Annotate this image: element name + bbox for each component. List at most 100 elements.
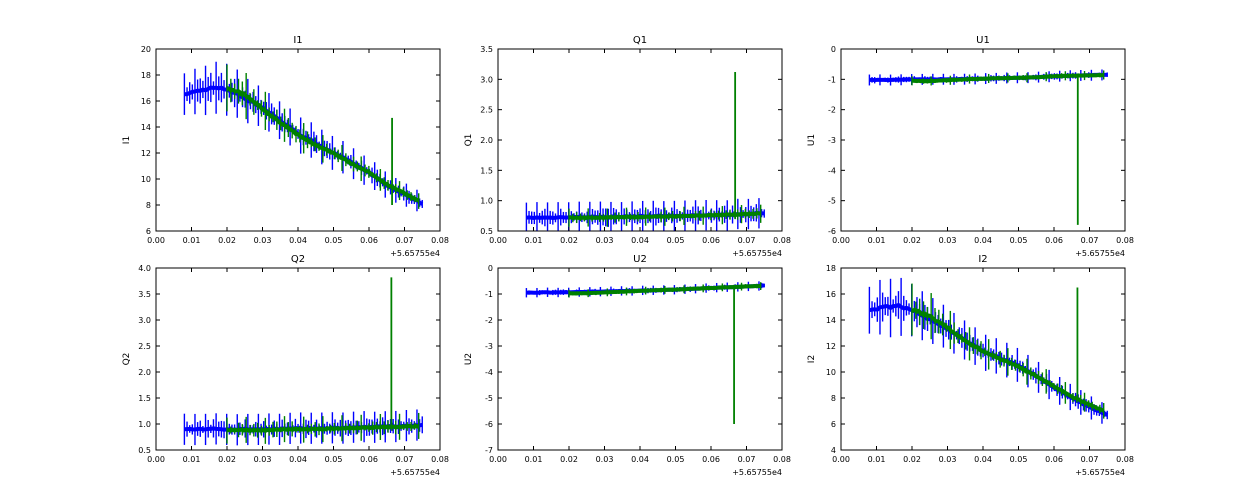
y-tick-label: 1.0 (138, 420, 151, 429)
y-tick-label: 2.0 (480, 136, 493, 145)
axes-frame (497, 267, 783, 451)
x-tick-label: 0.01 (525, 236, 543, 245)
x-tick-label: 0.04 (631, 455, 649, 464)
subplot-U2: 0.00 0.01 0.02 0.03 0.04 0.05 0.06 0.07 0.08 -7 -6… (464, 254, 791, 477)
y-tick-label: 12 (141, 149, 151, 158)
y-tick-label: 0 (488, 264, 493, 273)
x-tick-label: 0.05 (667, 236, 685, 245)
series-line (910, 307, 1105, 413)
plot-area (525, 72, 765, 231)
y-tick-label: -3 (828, 136, 836, 145)
series-line (568, 283, 762, 296)
y-axis-label: U1 (807, 134, 817, 146)
y-tick-label: 3.0 (480, 75, 493, 84)
plot-area (868, 277, 1109, 424)
series-line (568, 211, 762, 221)
x-tick-label: 0.01 (183, 455, 201, 464)
axes-frame (155, 267, 441, 451)
y-tick-label: 2.0 (138, 368, 151, 377)
y-tick-label: 14 (826, 316, 836, 325)
x-offset-label: +5.65755e4 (390, 249, 440, 258)
y-tick-label: 14 (141, 123, 151, 132)
axes-frame (155, 48, 441, 232)
y-tick-label: 4.0 (138, 264, 151, 273)
y-tick-label: -3 (485, 342, 493, 351)
x-tick-label: 0.04 (631, 236, 649, 245)
y-tick-label: 3.5 (138, 290, 151, 299)
x-tick-label: 0.00 (489, 455, 507, 464)
series-2 (568, 282, 762, 424)
x-offset-label: +5.65755e4 (1075, 249, 1125, 258)
x-tick-label: 0.05 (1010, 236, 1028, 245)
x-tick-label: 0.02 (560, 236, 578, 245)
y-tick-label: -5 (828, 197, 836, 206)
x-tick-label: 0.02 (560, 455, 578, 464)
y-tick-label: 3.5 (480, 45, 493, 54)
x-tick-label: 0.00 (147, 236, 165, 245)
subplot-I2: 0.00 0.01 0.02 0.03 0.04 0.05 0.06 0.07 0.08 4 6 8 1… (807, 254, 1134, 477)
series-line (226, 423, 420, 433)
plot-area (183, 61, 424, 212)
subplot-Q2: 0.00 0.01 0.02 0.03 0.04 0.05 0.06 0.07 0.08 0.5 1… (122, 254, 449, 477)
x-tick-label: 0.06 (1045, 455, 1063, 464)
x-tick-label: 0.05 (325, 236, 343, 245)
x-tick-label: 0.08 (431, 236, 449, 245)
subplot-title: Q2 (291, 254, 305, 265)
series-line (911, 73, 1105, 84)
x-tick-label: 0.01 (868, 455, 886, 464)
y-tick-label: 6 (146, 227, 151, 236)
subplot-I1: 0.00 0.01 0.02 0.03 0.04 0.05 0.06 0.07 0.08 6 8 10… (122, 35, 449, 258)
subplot-title: U1 (976, 35, 990, 46)
y-tick-label: 4 (831, 446, 836, 455)
x-tick-label: 0.02 (218, 455, 236, 464)
y-tick-label: 8 (831, 394, 836, 403)
x-tick-label: 0.06 (702, 455, 720, 464)
series-2 (226, 277, 420, 444)
x-tick-label: 0.02 (903, 455, 921, 464)
subplot-Q1: 0.00 0.01 0.02 0.03 0.04 0.05 0.06 0.07 0.08 0.5 1… (464, 35, 791, 258)
x-tick-label: 0.05 (667, 455, 685, 464)
y-axis-label: I2 (807, 355, 817, 363)
y-tick-label: 10 (826, 368, 836, 377)
y-tick-label: 12 (826, 342, 836, 351)
plot-area (868, 69, 1108, 225)
x-tick-label: 0.08 (1116, 455, 1134, 464)
x-tick-label: 0.03 (254, 236, 272, 245)
x-tick-label: 0.05 (325, 455, 343, 464)
y-tick-label: 18 (141, 71, 151, 80)
y-tick-label: -6 (485, 420, 493, 429)
y-axis-label: U2 (464, 353, 474, 365)
x-tick-label: 0.03 (596, 455, 614, 464)
x-tick-label: 0.01 (525, 455, 543, 464)
x-tick-label: 0.07 (396, 236, 414, 245)
x-tick-label: 0.06 (702, 236, 720, 245)
y-tick-label: -7 (485, 446, 493, 455)
x-tick-label: 0.03 (939, 455, 957, 464)
x-tick-label: 0.08 (773, 236, 791, 245)
x-tick-label: 0.01 (183, 236, 201, 245)
x-tick-label: 0.04 (289, 236, 307, 245)
y-axis-label: I1 (122, 136, 132, 144)
x-offset-label: +5.65755e4 (732, 468, 782, 477)
series-2 (226, 64, 420, 209)
x-tick-label: 0.03 (939, 236, 957, 245)
y-tick-label: 0.5 (480, 227, 493, 236)
subplot-title: Q1 (633, 35, 647, 46)
x-tick-label: 0.03 (254, 455, 272, 464)
y-tick-label: 16 (141, 97, 151, 106)
axes-frame (840, 267, 1126, 451)
y-tick-label: 6 (831, 420, 836, 429)
subplot-title: U2 (633, 254, 647, 265)
x-tick-label: 0.02 (218, 236, 236, 245)
x-tick-label: 0.00 (147, 455, 165, 464)
y-tick-label: -4 (828, 166, 836, 175)
series-2 (911, 70, 1105, 225)
x-offset-label: +5.65755e4 (732, 249, 782, 258)
y-tick-label: -5 (485, 394, 493, 403)
axes-frame (497, 48, 783, 232)
x-tick-label: 0.07 (396, 455, 414, 464)
y-tick-label: -6 (828, 227, 836, 236)
series-2 (568, 72, 762, 227)
x-tick-label: 0.00 (489, 236, 507, 245)
